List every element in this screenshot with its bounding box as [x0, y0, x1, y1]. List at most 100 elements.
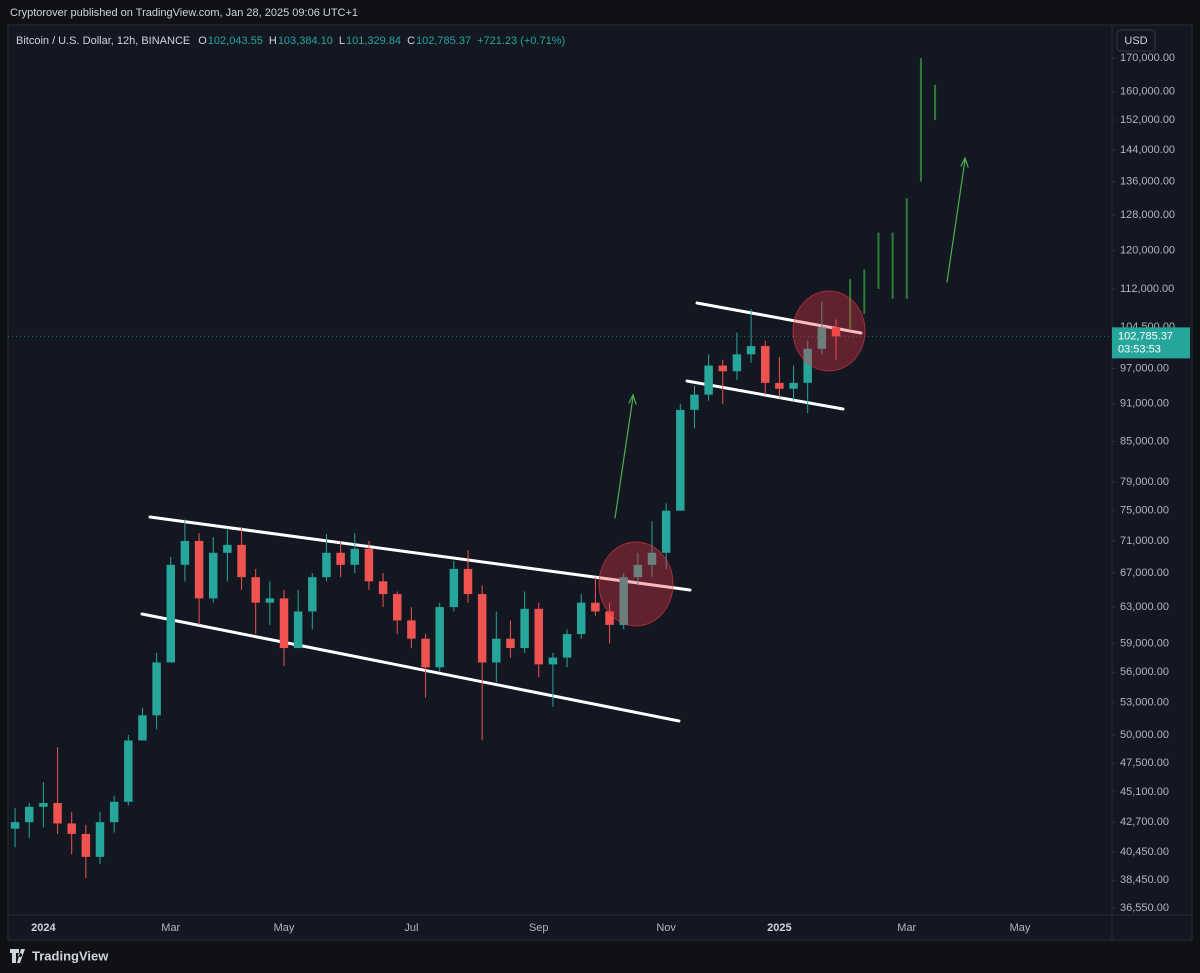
- y-tick-label: 97,000.00: [1120, 362, 1169, 374]
- candle-body: [449, 568, 459, 608]
- candle-body: [732, 354, 742, 372]
- y-tick-label: 144,000.00: [1120, 144, 1175, 156]
- candle-body: [435, 607, 444, 668]
- drawings: [140, 156, 969, 723]
- candle-body: [548, 657, 558, 665]
- footer: TradingView: [10, 948, 109, 963]
- candle-body: [704, 365, 713, 395]
- y-tick-label: 91,000.00: [1120, 398, 1169, 410]
- candle-body: [562, 634, 572, 658]
- candle-body: [138, 715, 147, 741]
- candle-body: [109, 801, 119, 823]
- legend-text: 102,785.37: [416, 35, 471, 47]
- candle-body: [817, 327, 827, 349]
- candle-body: [279, 598, 289, 649]
- y-tick-label: 38,450.00: [1120, 874, 1169, 886]
- candle-body: [633, 564, 643, 578]
- candle-body: [718, 365, 728, 372]
- candle-body: [293, 611, 303, 649]
- candle-body: [180, 540, 190, 565]
- candle-body: [591, 602, 600, 612]
- last-price-tag: [1112, 327, 1190, 359]
- y-tick-label: 152,000.00: [1120, 114, 1175, 126]
- candle-body: [251, 577, 260, 603]
- candle-body: [463, 568, 473, 595]
- candle-body: [223, 544, 232, 553]
- highlight-circle: [792, 290, 866, 372]
- y-tick-label: 63,000.00: [1120, 601, 1169, 613]
- publisher: Cryptorover published on TradingView.com…: [10, 7, 358, 19]
- candle-body: [619, 577, 628, 625]
- y-tick-label: 36,550.00: [1120, 902, 1169, 914]
- candle-body: [421, 638, 430, 668]
- legend-text: C: [407, 35, 415, 47]
- x-tick-label: Jul: [404, 922, 418, 934]
- candle-body: [477, 594, 487, 663]
- candle-body: [322, 552, 331, 578]
- trend-line: [140, 612, 681, 723]
- candle-body: [10, 822, 20, 829]
- x-tick-label: Sep: [529, 922, 549, 934]
- candle-body: [237, 544, 246, 578]
- arrow: [614, 396, 634, 519]
- candle-body: [350, 548, 360, 565]
- x-tick-label: May: [1010, 922, 1031, 934]
- candle-body: [166, 564, 176, 663]
- y-tick-label: 79,000.00: [1120, 476, 1169, 488]
- y-tick-label: 85,000.00: [1120, 435, 1169, 447]
- y-tick-label: 160,000.00: [1120, 86, 1175, 98]
- candle-body: [194, 540, 204, 599]
- legend: Bitcoin / U.S. Dollar, 12h, BINANCE O 102,…: [16, 35, 565, 47]
- candle-body: [407, 620, 416, 639]
- x-tick-label: Nov: [656, 922, 676, 934]
- y-tick-label: 67,000.00: [1120, 567, 1169, 579]
- candle-body: [81, 833, 91, 857]
- candle-body: [53, 803, 62, 824]
- y-tick-label: 170,000.00: [1120, 52, 1175, 64]
- marks: [8, 58, 1112, 878]
- y-tick-label: 56,000.00: [1120, 666, 1169, 678]
- candle-body: [67, 823, 76, 834]
- candle-body: [775, 382, 784, 389]
- y-tick-label: 45,100.00: [1120, 786, 1169, 798]
- legend-text: 101,329.84: [346, 35, 401, 47]
- chart-panel: [7, 24, 1193, 941]
- candle-body: [95, 822, 105, 857]
- candle-body: [576, 602, 586, 635]
- countdown: 03:53:53: [1118, 343, 1161, 355]
- candle-body: [152, 662, 161, 716]
- candle-body: [308, 577, 317, 612]
- logo: [10, 949, 25, 963]
- candle-body: [647, 552, 657, 565]
- candle-body: [789, 382, 798, 389]
- x-tick-label: Mar: [897, 922, 916, 934]
- candle-body: [265, 598, 275, 603]
- candle-body: [746, 346, 756, 355]
- y-tick-label: 59,000.00: [1120, 637, 1169, 649]
- candle-body: [208, 552, 218, 599]
- y-tick-label: 71,000.00: [1120, 535, 1169, 547]
- y-tick-label: 42,700.00: [1120, 816, 1169, 828]
- candle-body: [506, 638, 515, 649]
- y-tick-label: 40,450.00: [1120, 846, 1169, 858]
- x-tick-label: 2025: [767, 922, 791, 934]
- currency-box[interactable]: [1116, 29, 1156, 52]
- candle-body: [364, 548, 374, 582]
- legend-text: Bitcoin / U.S. Dollar, 12h, BINANCE: [16, 35, 190, 47]
- y-tick-label: 128,000.00: [1120, 209, 1175, 221]
- brand[interactable]: TradingView: [32, 948, 109, 963]
- legend-text: H: [269, 35, 277, 47]
- arrow-head: [960, 156, 969, 168]
- trend-line: [148, 515, 692, 592]
- candle-body: [520, 608, 529, 649]
- highlights: [598, 290, 866, 627]
- candle-body: [378, 581, 388, 595]
- legend-text: O: [198, 35, 207, 47]
- candle-body: [676, 409, 685, 511]
- candle-body: [392, 594, 402, 621]
- currency[interactable]: USD: [1124, 35, 1147, 47]
- x-tick-label: May: [274, 922, 295, 934]
- trend-line: [685, 379, 845, 411]
